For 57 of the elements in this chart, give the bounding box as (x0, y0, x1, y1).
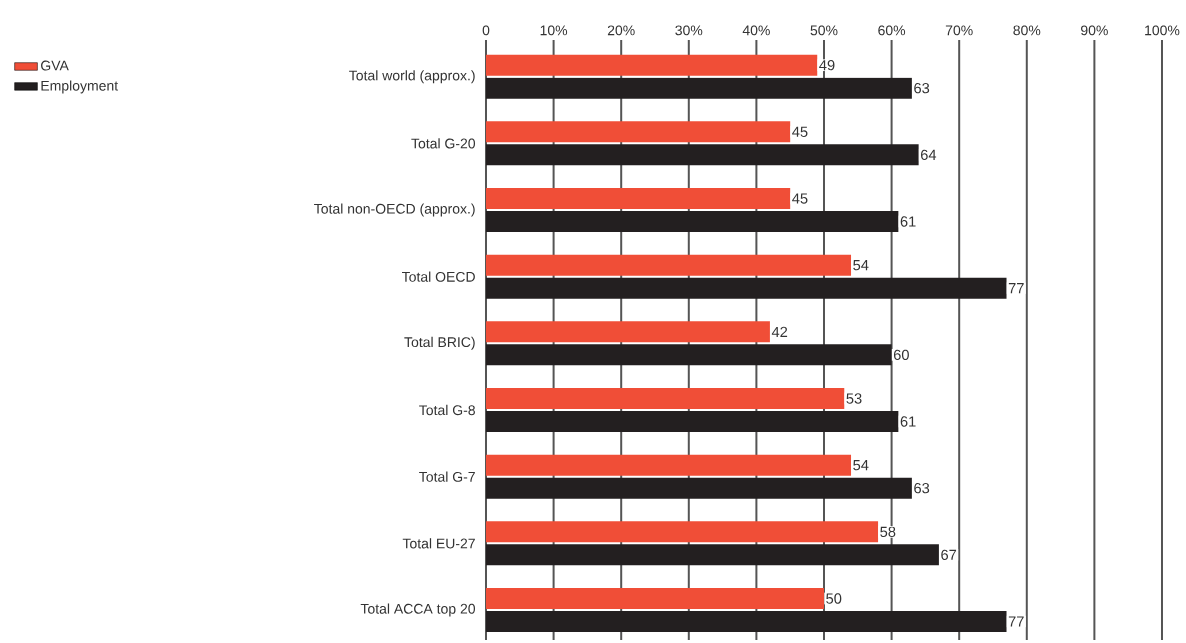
bar (486, 77, 912, 99)
x-tick-label: 20% (607, 25, 635, 36)
x-tick-label: 80% (1013, 25, 1041, 36)
y-tick-label: Total ACCA top 20 (360, 603, 476, 617)
data-label: 67 (941, 549, 957, 561)
data-label: 61 (900, 216, 916, 227)
data-label: 63 (914, 482, 930, 494)
x-tick-label: 0 (482, 25, 490, 36)
data-label: 42 (771, 326, 788, 337)
data-label: 63 (914, 82, 930, 94)
bar (486, 188, 791, 209)
x-tick-label: 60% (878, 25, 906, 36)
y-tick-label: Total G-7 (419, 471, 475, 482)
y-tick-label: Total OECD (402, 271, 475, 282)
data-label: 64 (920, 149, 937, 161)
bar (486, 521, 879, 543)
data-label: 50 (826, 593, 842, 604)
x-tick-label: 70% (945, 25, 973, 36)
y-tick-label: Total BRIC) (404, 336, 475, 350)
y-tick-label: Total EU-27 (402, 538, 475, 549)
bar (486, 588, 824, 609)
y-tick-label: Total G-20 (411, 138, 476, 149)
x-tick-label: 10% (540, 25, 568, 36)
y-tick-label: Total world (approx.) (349, 70, 475, 84)
data-label: 53 (846, 393, 862, 404)
bar (486, 344, 892, 366)
bar (486, 121, 791, 143)
data-label: 54 (853, 260, 869, 271)
bar (486, 610, 1007, 632)
x-tick-label: 50% (810, 25, 838, 36)
bar (486, 210, 899, 232)
bar (486, 277, 1007, 299)
data-label: 60 (893, 349, 909, 361)
bar (486, 477, 912, 499)
data-label: 45 (792, 193, 808, 204)
bar (486, 321, 770, 343)
bar (486, 144, 919, 166)
bar (486, 544, 939, 566)
x-tick-label: 90% (1081, 25, 1108, 36)
data-label: 49 (819, 60, 835, 71)
bar (486, 388, 845, 409)
x-tick-label: 100% (1145, 25, 1180, 36)
x-tick-label: 30% (675, 25, 703, 36)
data-label: 77 (1008, 283, 1024, 294)
data-label: 45 (792, 126, 808, 137)
data-label: 61 (900, 416, 916, 427)
bar (486, 410, 899, 432)
bar (486, 454, 852, 476)
y-tick-label: Total non-OECD (approx.) (314, 203, 475, 217)
data-label: 54 (853, 460, 869, 471)
legend-label: Employment (41, 80, 119, 94)
legend-label: GVA (41, 60, 69, 71)
data-label: 77 (1008, 616, 1024, 627)
x-tick-label: 40% (742, 25, 770, 36)
bar (486, 254, 852, 276)
data-label: 58 (880, 526, 896, 538)
y-tick-label: Total G-8 (419, 404, 475, 416)
